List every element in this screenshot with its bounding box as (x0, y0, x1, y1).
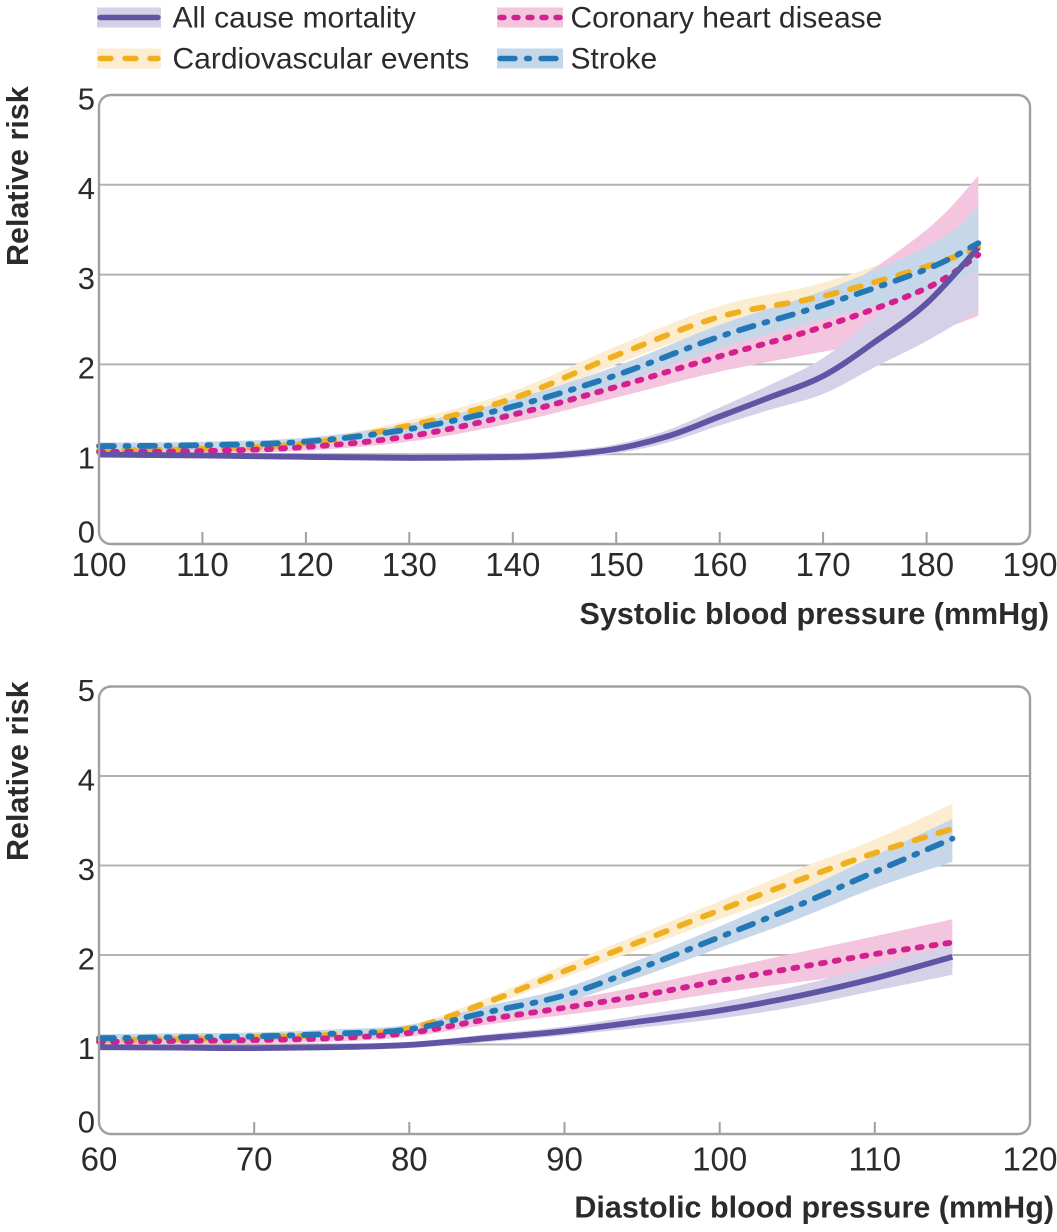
svg-text:Diastolic blood pressure (mmHg: Diastolic blood pressure (mmHg) (574, 1191, 1054, 1225)
svg-text:70: 70 (236, 1141, 273, 1178)
svg-text:Relative risk: Relative risk (1, 86, 35, 266)
svg-text:120: 120 (1002, 1141, 1057, 1178)
svg-text:Stroke: Stroke (571, 42, 658, 75)
svg-text:130: 130 (382, 546, 437, 583)
svg-text:4: 4 (78, 762, 95, 797)
svg-text:180: 180 (899, 546, 954, 583)
svg-text:Coronary heart disease: Coronary heart disease (571, 1, 883, 34)
svg-text:110: 110 (176, 546, 229, 583)
svg-text:120: 120 (278, 546, 333, 583)
svg-text:110: 110 (848, 1141, 901, 1178)
svg-text:1: 1 (78, 1031, 95, 1066)
svg-text:3: 3 (78, 261, 95, 296)
svg-text:2: 2 (78, 351, 95, 386)
svg-text:Systolic blood pressure (mmHg): Systolic blood pressure (mmHg) (580, 597, 1049, 631)
svg-text:1: 1 (78, 441, 95, 476)
svg-text:150: 150 (589, 546, 644, 583)
svg-text:140: 140 (485, 546, 540, 583)
svg-text:4: 4 (78, 171, 95, 206)
svg-text:All cause mortality: All cause mortality (173, 1, 416, 34)
svg-text:90: 90 (546, 1141, 583, 1178)
svg-text:60: 60 (81, 1141, 118, 1178)
svg-text:80: 80 (391, 1141, 428, 1178)
svg-text:3: 3 (78, 852, 95, 887)
svg-text:100: 100 (71, 546, 126, 583)
svg-text:0: 0 (78, 515, 95, 550)
svg-text:2: 2 (78, 941, 95, 976)
svg-text:160: 160 (692, 546, 747, 583)
svg-text:190: 190 (1002, 546, 1057, 583)
svg-text:100: 100 (692, 1141, 747, 1178)
svg-text:Cardiovascular events: Cardiovascular events (173, 42, 470, 75)
svg-text:0: 0 (78, 1105, 95, 1140)
svg-text:5: 5 (78, 673, 95, 708)
svg-text:Relative risk: Relative risk (1, 681, 35, 861)
svg-text:170: 170 (796, 546, 851, 583)
svg-text:5: 5 (78, 81, 95, 116)
